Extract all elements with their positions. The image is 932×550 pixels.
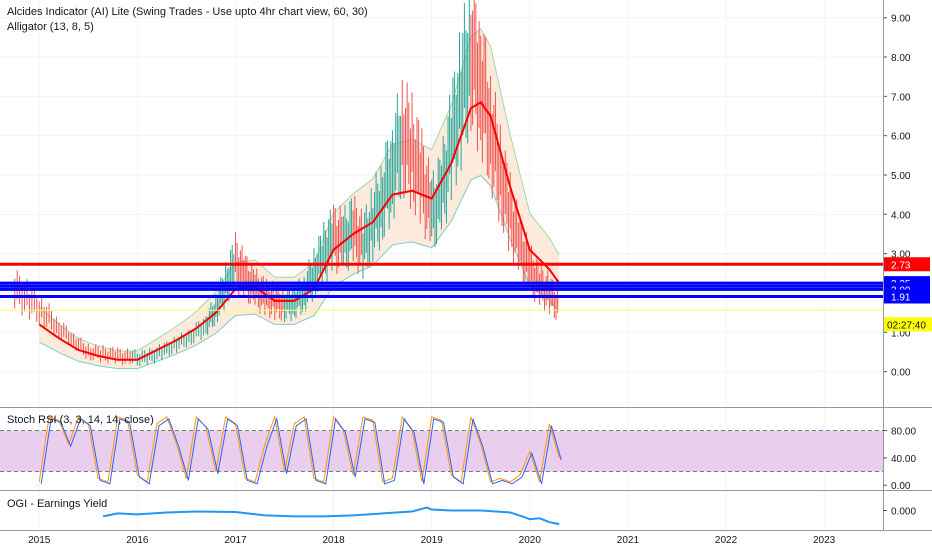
earnings-yield-line [102,506,560,526]
indicator-alligator-title[interactable]: Alligator (13, 8, 5) [7,21,94,33]
stoch-tick-label: 80.00 [891,427,916,438]
level-tag [884,289,930,304]
price-tick-label: 7.00 [891,92,911,103]
stoch-tick-label: 40.00 [891,454,916,465]
level-tag-label: 1.91 [891,293,911,304]
level-tag-label: 2.73 [891,260,911,271]
price-tick-label: 6.00 [891,132,911,143]
x-tick-label: 2020 [519,535,542,546]
x-tick-label: 2016 [126,535,149,546]
price-tick-label: 4.00 [891,210,911,221]
stoch-k-line [40,417,562,485]
x-tick-label: 2022 [715,535,738,546]
price-tick-label: 8.00 [891,53,911,64]
x-tick-label: 2021 [617,535,640,546]
countdown-label: 02:27:40 [887,320,926,331]
x-tick-label: 2023 [813,535,836,546]
yield-tick-label: 0.000 [891,507,916,518]
x-tick-label: 2017 [224,535,247,546]
price-tick-label: 5.00 [891,171,911,182]
earnings-yield-title[interactable]: OGI - Earnings Yield [7,498,108,510]
countdown-tag [884,317,932,332]
stoch-band [0,430,883,472]
price-tick-label: 1.00 [891,328,911,339]
x-tick-label: 2015 [28,535,51,546]
price-tick-label: 3.00 [891,250,911,261]
stoch-tick-label: 0.00 [891,481,911,492]
level-tag [884,257,930,272]
stoch-rsi-title[interactable]: Stoch RSI (3, 3, 14, 14, close) [7,414,154,426]
price-tick-label: 0.00 [891,368,911,379]
envelope-lower-band [39,174,560,370]
x-tick-label: 2019 [421,535,444,546]
x-tick-label: 2018 [322,535,345,546]
price-tick-label: 9.00 [891,14,911,25]
indicator-main-title[interactable]: Alcides Indicator (AI) Lite (Swing Trade… [7,6,368,18]
